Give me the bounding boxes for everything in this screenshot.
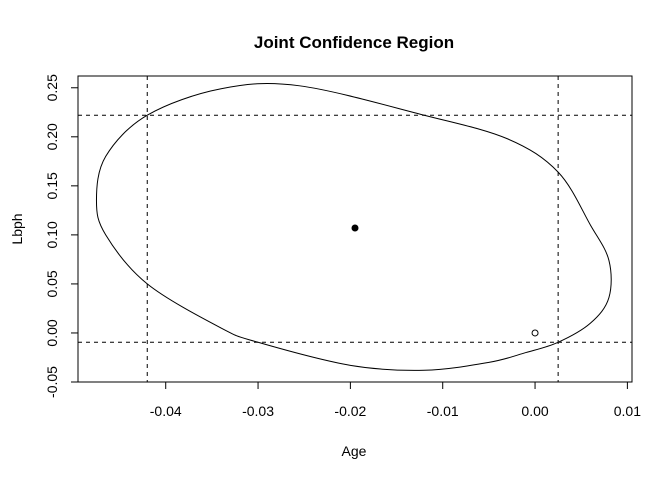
reference-lines (78, 76, 632, 382)
y-tick-label-3: 0.10 (44, 221, 60, 248)
x-tick-label-3: -0.01 (427, 403, 459, 419)
points (351, 224, 539, 337)
chart-title: Joint Confidence Region (254, 33, 454, 52)
y-axis: -0.05 0.00 0.05 0.10 0.15 0.20 0.25 (44, 74, 79, 398)
confidence-ellipse (95, 83, 612, 371)
estimate-point (351, 224, 359, 232)
y-tick-label-5: 0.20 (44, 123, 60, 150)
x-tick-label-5: 0.01 (614, 403, 641, 419)
x-axis-label: Age (342, 443, 367, 459)
x-tick-label-1: -0.03 (242, 403, 274, 419)
y-tick-label-1: 0.00 (44, 319, 60, 346)
y-tick-label-4: 0.15 (44, 172, 60, 199)
x-tick-label-4: 0.00 (521, 403, 548, 419)
x-tick-label-0: -0.04 (150, 403, 182, 419)
y-tick-label-2: 0.05 (44, 270, 60, 297)
y-tick-label-6: 0.25 (44, 74, 60, 101)
x-axis: -0.04 -0.03 -0.02 -0.01 0.00 0.01 (150, 381, 641, 419)
null-point (531, 329, 539, 337)
y-tick-label-0: -0.05 (44, 366, 60, 398)
y-axis-label: Lbph (9, 213, 25, 244)
x-tick-label-2: -0.02 (334, 403, 366, 419)
